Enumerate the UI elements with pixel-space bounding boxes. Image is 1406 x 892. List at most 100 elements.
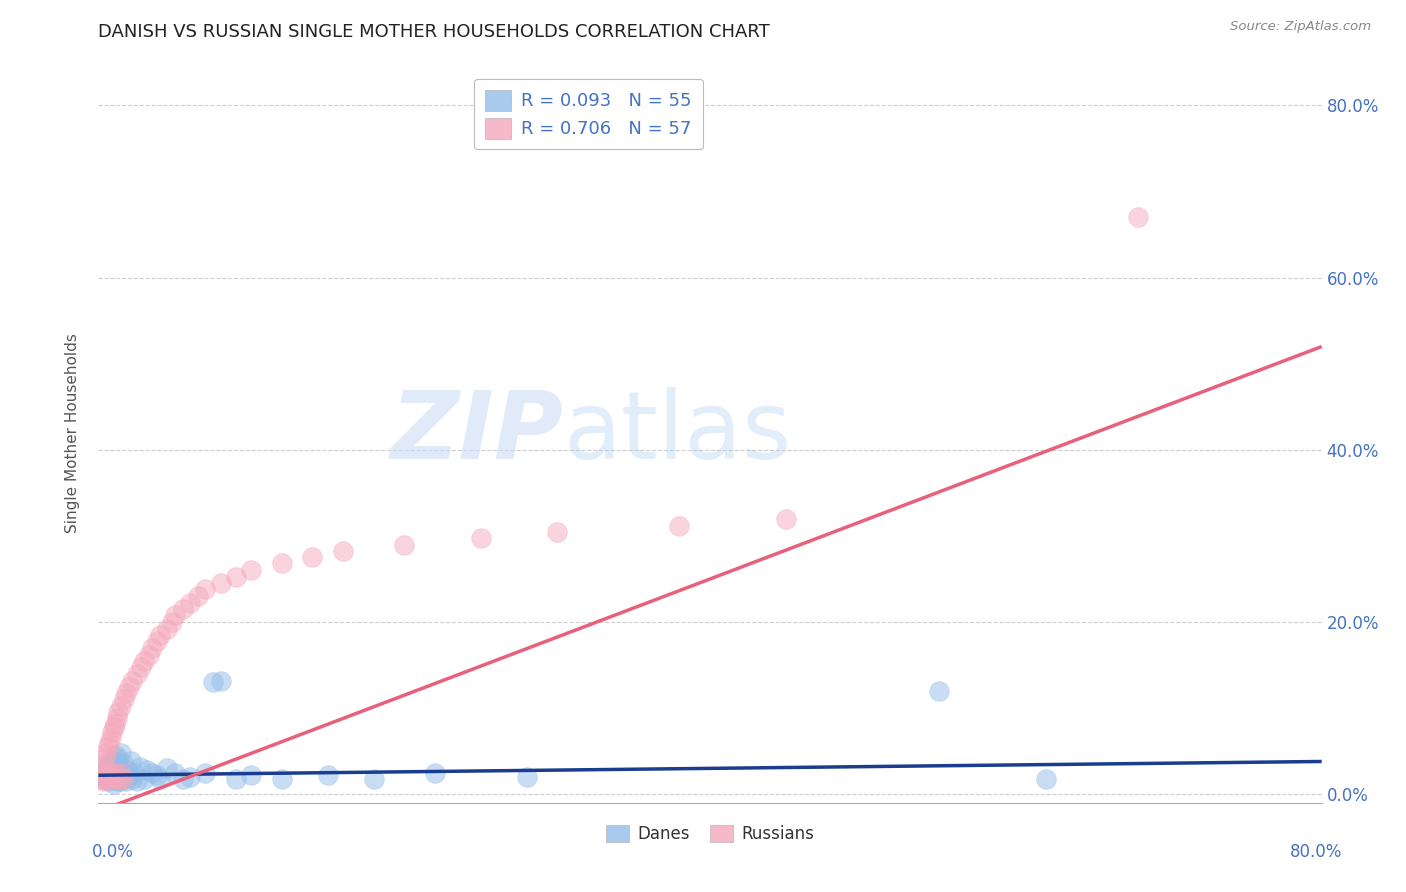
Point bbox=[103, 772, 125, 786]
Text: 0.0%: 0.0% bbox=[91, 843, 134, 861]
Point bbox=[97, 774, 120, 789]
Point bbox=[194, 765, 217, 780]
Point bbox=[160, 615, 183, 629]
Point bbox=[97, 757, 120, 772]
Point bbox=[101, 725, 124, 739]
Point bbox=[111, 772, 134, 786]
Point bbox=[121, 772, 143, 786]
Point bbox=[145, 634, 167, 648]
Legend: Danes, Russians: Danes, Russians bbox=[599, 819, 821, 850]
Point bbox=[136, 763, 159, 777]
Point bbox=[110, 765, 132, 780]
Point bbox=[91, 774, 114, 789]
Point bbox=[104, 768, 127, 782]
Point bbox=[928, 684, 950, 698]
Point bbox=[100, 772, 122, 786]
Point bbox=[332, 544, 354, 558]
Point bbox=[156, 622, 179, 636]
Point bbox=[118, 680, 141, 694]
Point bbox=[112, 692, 135, 706]
Point bbox=[98, 735, 121, 749]
Point bbox=[111, 768, 134, 782]
Point bbox=[110, 746, 132, 760]
Point bbox=[98, 770, 121, 784]
Point bbox=[775, 512, 797, 526]
Point bbox=[108, 772, 131, 786]
Point bbox=[105, 772, 128, 786]
Point bbox=[100, 759, 122, 773]
Text: Source: ZipAtlas.com: Source: ZipAtlas.com bbox=[1230, 20, 1371, 33]
Point bbox=[120, 755, 142, 769]
Point bbox=[141, 640, 163, 655]
Point bbox=[134, 772, 156, 786]
Point bbox=[209, 576, 232, 591]
Point bbox=[134, 654, 156, 668]
Point bbox=[115, 685, 138, 699]
Point bbox=[187, 589, 209, 603]
Point bbox=[103, 777, 125, 791]
Point bbox=[100, 772, 122, 786]
Point bbox=[240, 563, 263, 577]
Point bbox=[115, 774, 138, 789]
Point bbox=[110, 699, 132, 714]
Point bbox=[91, 757, 114, 772]
Point bbox=[118, 768, 141, 782]
Point bbox=[110, 774, 132, 789]
Point bbox=[202, 675, 225, 690]
Point bbox=[93, 772, 115, 786]
Point bbox=[125, 774, 148, 789]
Point bbox=[145, 768, 167, 782]
Point bbox=[103, 720, 125, 734]
Point bbox=[90, 765, 112, 780]
Point bbox=[149, 772, 172, 786]
Point bbox=[97, 739, 120, 754]
Point bbox=[516, 770, 538, 784]
Point bbox=[93, 772, 115, 786]
Point bbox=[101, 765, 124, 780]
Point bbox=[100, 731, 122, 746]
Point bbox=[101, 753, 124, 767]
Point bbox=[149, 628, 172, 642]
Point bbox=[209, 673, 232, 688]
Point bbox=[104, 716, 127, 731]
Point bbox=[94, 768, 117, 782]
Point bbox=[105, 774, 128, 789]
Point bbox=[89, 772, 111, 786]
Point bbox=[270, 557, 292, 571]
Point bbox=[94, 761, 117, 775]
Point bbox=[423, 765, 446, 780]
Point bbox=[93, 751, 115, 765]
Point bbox=[179, 770, 201, 784]
Point bbox=[125, 666, 148, 681]
Point bbox=[546, 524, 568, 539]
Point bbox=[141, 765, 163, 780]
Text: atlas: atlas bbox=[564, 386, 792, 479]
Text: 80.0%: 80.0% bbox=[1291, 843, 1343, 861]
Point bbox=[470, 531, 492, 545]
Point bbox=[156, 761, 179, 775]
Text: DANISH VS RUSSIAN SINGLE MOTHER HOUSEHOLDS CORRELATION CHART: DANISH VS RUSSIAN SINGLE MOTHER HOUSEHOL… bbox=[98, 23, 770, 41]
Point bbox=[90, 770, 112, 784]
Point bbox=[98, 763, 121, 777]
Point bbox=[225, 772, 247, 786]
Point bbox=[392, 537, 416, 551]
Point bbox=[104, 748, 127, 763]
Point bbox=[117, 763, 139, 777]
Point bbox=[138, 648, 160, 662]
Point bbox=[121, 673, 143, 688]
Point bbox=[112, 757, 135, 772]
Point bbox=[1128, 211, 1150, 225]
Y-axis label: Single Mother Households: Single Mother Households bbox=[65, 333, 80, 533]
Point bbox=[668, 518, 690, 533]
Point bbox=[316, 768, 339, 782]
Point bbox=[128, 759, 150, 773]
Point bbox=[240, 768, 263, 782]
Point bbox=[225, 570, 247, 584]
Point bbox=[105, 757, 128, 772]
Text: ZIP: ZIP bbox=[391, 386, 564, 479]
Point bbox=[97, 772, 120, 786]
Point bbox=[94, 768, 117, 782]
Point bbox=[105, 711, 128, 725]
Point bbox=[107, 772, 129, 786]
Point bbox=[103, 755, 125, 769]
